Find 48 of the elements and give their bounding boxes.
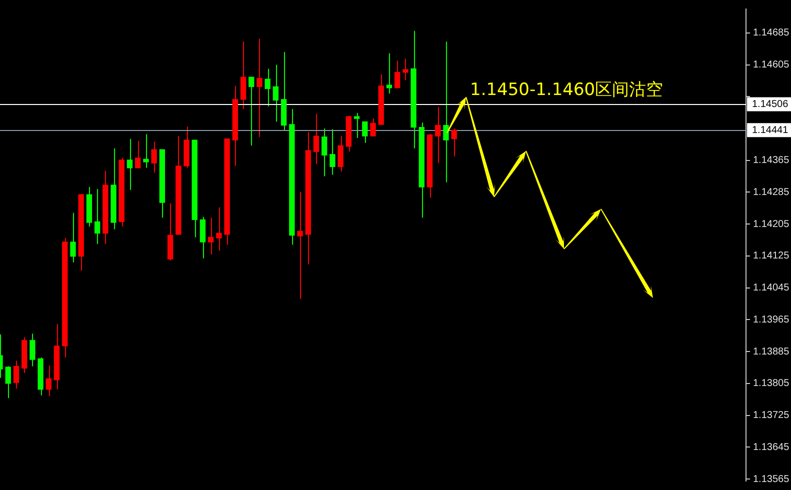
candlestick xyxy=(386,52,392,94)
candlestick xyxy=(30,333,36,367)
candlestick xyxy=(451,128,457,157)
candlestick xyxy=(70,212,76,263)
candlestick xyxy=(362,121,368,144)
candlestick xyxy=(46,364,52,397)
candlestick xyxy=(135,140,141,168)
candlestick xyxy=(297,191,303,300)
y-tick-label: 1.13965 xyxy=(753,314,790,326)
candlestick xyxy=(240,41,246,110)
ref-line-label: 1.14506 xyxy=(752,98,789,110)
y-tick-label: 1.14045 xyxy=(753,282,790,294)
y-tick-label: 1.14365 xyxy=(753,155,790,166)
candlestick xyxy=(394,60,400,88)
candlestick xyxy=(151,141,157,174)
annotation: 1.1450-1.1460区间沽空 xyxy=(470,80,664,100)
y-tick-label: 1.13725 xyxy=(753,410,790,422)
ref-line-label: 1.14441 xyxy=(752,124,789,136)
candlestick xyxy=(322,128,328,177)
candlestick xyxy=(256,38,262,138)
candlestick xyxy=(208,217,214,255)
candlestick xyxy=(272,64,279,122)
candlestick xyxy=(13,360,20,390)
candlestick xyxy=(402,58,408,81)
y-tick-label: 1.13805 xyxy=(753,378,790,390)
candlestick xyxy=(435,106,441,164)
y-tick-label: 1.14125 xyxy=(753,250,790,262)
candlestick xyxy=(94,188,100,245)
candlestick xyxy=(313,113,320,164)
candlestick xyxy=(354,112,360,139)
y-tick-label: 1.13885 xyxy=(753,346,790,358)
y-tick-label: 1.14285 xyxy=(753,186,790,198)
y-tick-label: 1.13565 xyxy=(753,474,790,485)
candlestick xyxy=(264,68,270,107)
candlestick xyxy=(5,366,11,399)
y-tick-label: 1.13645 xyxy=(753,442,790,453)
candlestick xyxy=(370,118,376,137)
y-tick-label: 1.14685 xyxy=(753,28,790,39)
y-tick-label: 1.14205 xyxy=(753,218,790,230)
candlestick xyxy=(330,128,336,176)
candlestick xyxy=(443,41,449,183)
candlestick xyxy=(216,206,222,252)
candlestick xyxy=(143,134,149,168)
candlestick xyxy=(338,136,344,172)
y-tick-label: 1.14605 xyxy=(753,60,790,71)
candlestick xyxy=(200,216,206,259)
candlestick xyxy=(248,76,254,146)
candlestick xyxy=(126,138,133,190)
